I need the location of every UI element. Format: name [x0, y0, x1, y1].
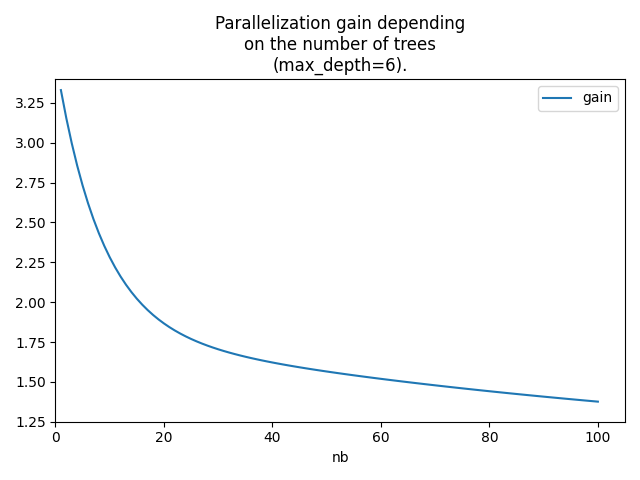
gain — [57, 87, 65, 93]
gain — [333, 370, 341, 376]
X-axis label: nb: nb — [332, 451, 349, 465]
gain — [182, 334, 189, 339]
gain — [377, 376, 385, 382]
Legend: gain: gain — [538, 86, 618, 111]
Line: gain: gain — [61, 90, 598, 402]
gain — [567, 396, 575, 402]
Title: Parallelization gain depending
on the number of trees
(max_depth=6).: Parallelization gain depending on the nu… — [215, 15, 465, 75]
gain — [160, 321, 168, 326]
gain — [550, 395, 558, 400]
gain — [594, 399, 602, 405]
